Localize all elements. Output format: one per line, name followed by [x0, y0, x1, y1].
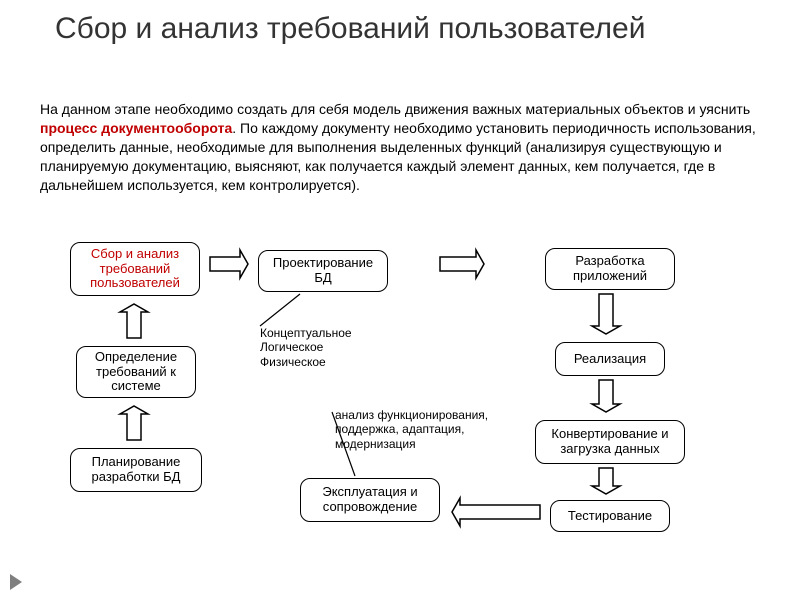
- para-pre: На данном этапе необходимо создать для с…: [40, 101, 750, 117]
- annot-design-types: Концептуальное Логическое Физическое: [260, 326, 352, 369]
- page-title: Сбор и анализ требований пользователей: [55, 12, 755, 47]
- node-design: Проектирование БД: [258, 250, 388, 292]
- design-to-appdev: [440, 250, 484, 278]
- para-highlight: процесс документооборота: [40, 120, 232, 136]
- node-test: Тестирование: [550, 500, 670, 532]
- appdev-to-impl: [592, 294, 620, 334]
- node-impl: Реализация: [555, 342, 665, 376]
- design-note-line: [260, 294, 300, 326]
- plan-to-sysreq: [120, 406, 148, 440]
- intro-paragraph: На данном этапе необходимо создать для с…: [40, 100, 760, 194]
- collect-to-design: [210, 250, 248, 278]
- impl-to-convert: [592, 380, 620, 412]
- sysreq-to-collect: [120, 304, 148, 338]
- node-collect: Сбор и анализ требований пользователей: [70, 242, 200, 296]
- node-plan: Планирование разработки БД: [70, 448, 202, 492]
- node-maint: Эксплуатация и сопровождение: [300, 478, 440, 522]
- slide: Сбор и анализ требований пользователей Н…: [0, 0, 800, 600]
- test-to-maint: [452, 498, 540, 526]
- corner-accent-icon: [10, 574, 22, 590]
- convert-to-test: [592, 468, 620, 494]
- node-sysreq: Определение требований к системе: [76, 346, 196, 398]
- annot-maint-desc: анализ функционирования, поддержка, адап…: [335, 408, 488, 451]
- node-convert: Конвертирование и загрузка данных: [535, 420, 685, 464]
- node-appdev: Разработка приложений: [545, 248, 675, 290]
